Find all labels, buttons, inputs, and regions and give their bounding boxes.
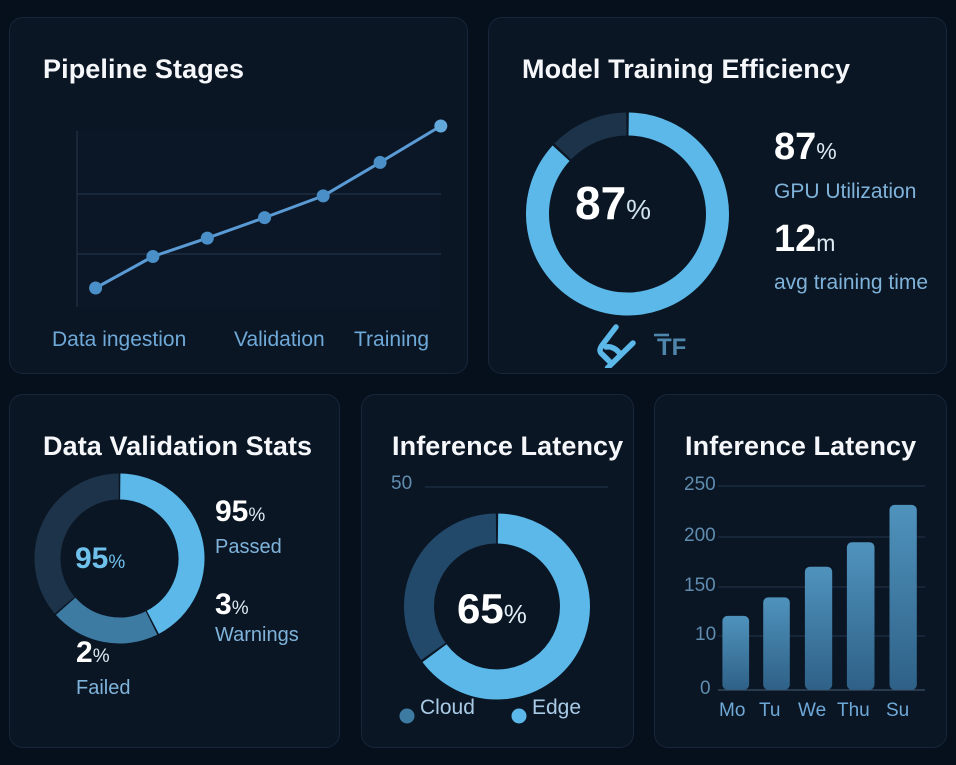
svg-text:TF: TF [657, 334, 686, 361]
